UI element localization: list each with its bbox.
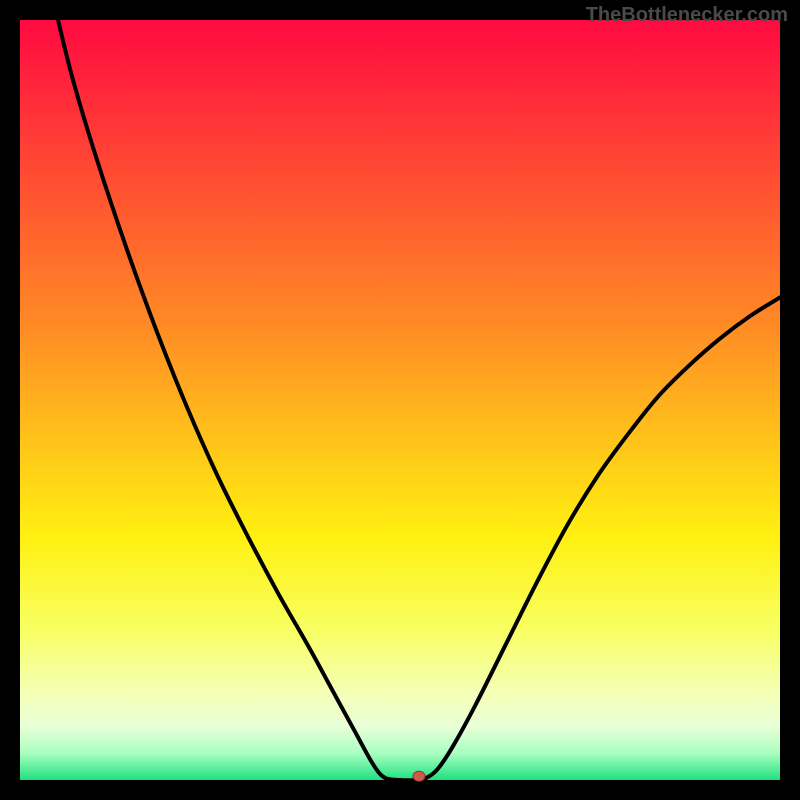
minimum-marker xyxy=(413,771,425,781)
plot-background xyxy=(20,20,780,780)
chart-container: TheBottlenecker.com xyxy=(0,0,800,800)
bottleneck-chart xyxy=(0,0,800,800)
